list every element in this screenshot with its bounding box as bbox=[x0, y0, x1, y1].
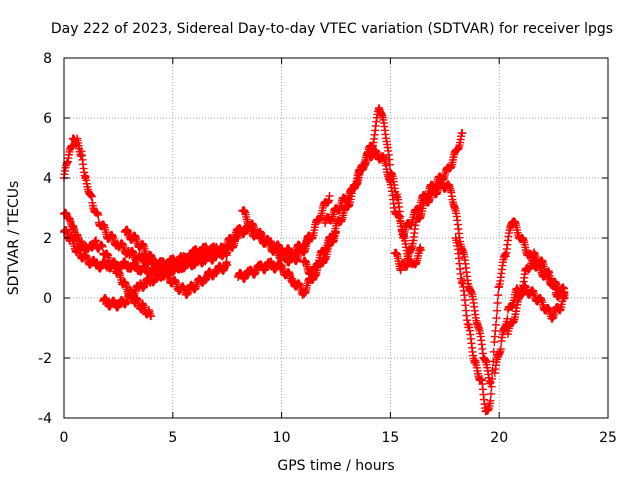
data-point bbox=[560, 294, 569, 302]
x-tick-label: 0 bbox=[60, 430, 69, 446]
series-prn-e bbox=[120, 225, 232, 299]
data-point bbox=[492, 314, 501, 323]
x-tick-label: 15 bbox=[381, 430, 399, 446]
data-point bbox=[385, 160, 394, 169]
x-axis: 0 5 10 15 20 25 bbox=[60, 58, 617, 446]
data-point bbox=[147, 312, 156, 320]
y-tick-label: 4 bbox=[43, 171, 52, 187]
chart-title: Day 222 of 2023, Sidereal Day-to-day VTE… bbox=[51, 21, 613, 37]
y-tick-label: -2 bbox=[38, 351, 52, 367]
x-tick-label: 5 bbox=[168, 430, 177, 446]
data-point bbox=[487, 382, 496, 391]
y-tick-label: 0 bbox=[43, 291, 52, 307]
data-point bbox=[493, 299, 502, 308]
x-tick-label: 25 bbox=[599, 430, 617, 446]
series-prn-b bbox=[60, 208, 156, 321]
data-point bbox=[503, 314, 512, 323]
y-tick-label: 6 bbox=[43, 111, 52, 127]
x-tick-label: 20 bbox=[490, 430, 508, 446]
series-prn-k bbox=[390, 178, 495, 388]
data-point bbox=[487, 389, 496, 398]
data-point bbox=[488, 374, 497, 383]
data-point bbox=[223, 261, 232, 269]
series-prn-n bbox=[503, 248, 569, 338]
y-axis: -4 -2 0 2 4 6 8 bbox=[38, 51, 608, 427]
data-point bbox=[496, 345, 505, 354]
y-axis-label: SDTVAR / TECUs bbox=[6, 181, 22, 296]
data-point bbox=[486, 396, 495, 405]
data-point bbox=[416, 246, 425, 254]
data-point bbox=[94, 210, 103, 219]
data-point bbox=[494, 291, 503, 300]
data-points bbox=[60, 103, 569, 416]
data-point bbox=[403, 261, 412, 270]
data-point bbox=[493, 306, 502, 315]
y-tick-label: 8 bbox=[43, 51, 52, 67]
data-point bbox=[98, 242, 107, 251]
series-prn-h bbox=[238, 192, 334, 267]
data-point bbox=[491, 320, 500, 329]
y-tick-label: 2 bbox=[43, 231, 52, 247]
data-point bbox=[458, 129, 467, 137]
data-point bbox=[325, 192, 334, 200]
y-tick-label: -4 bbox=[38, 411, 52, 427]
x-tick-label: 10 bbox=[273, 430, 291, 446]
x-axis-label: GPS time / hours bbox=[277, 458, 394, 474]
